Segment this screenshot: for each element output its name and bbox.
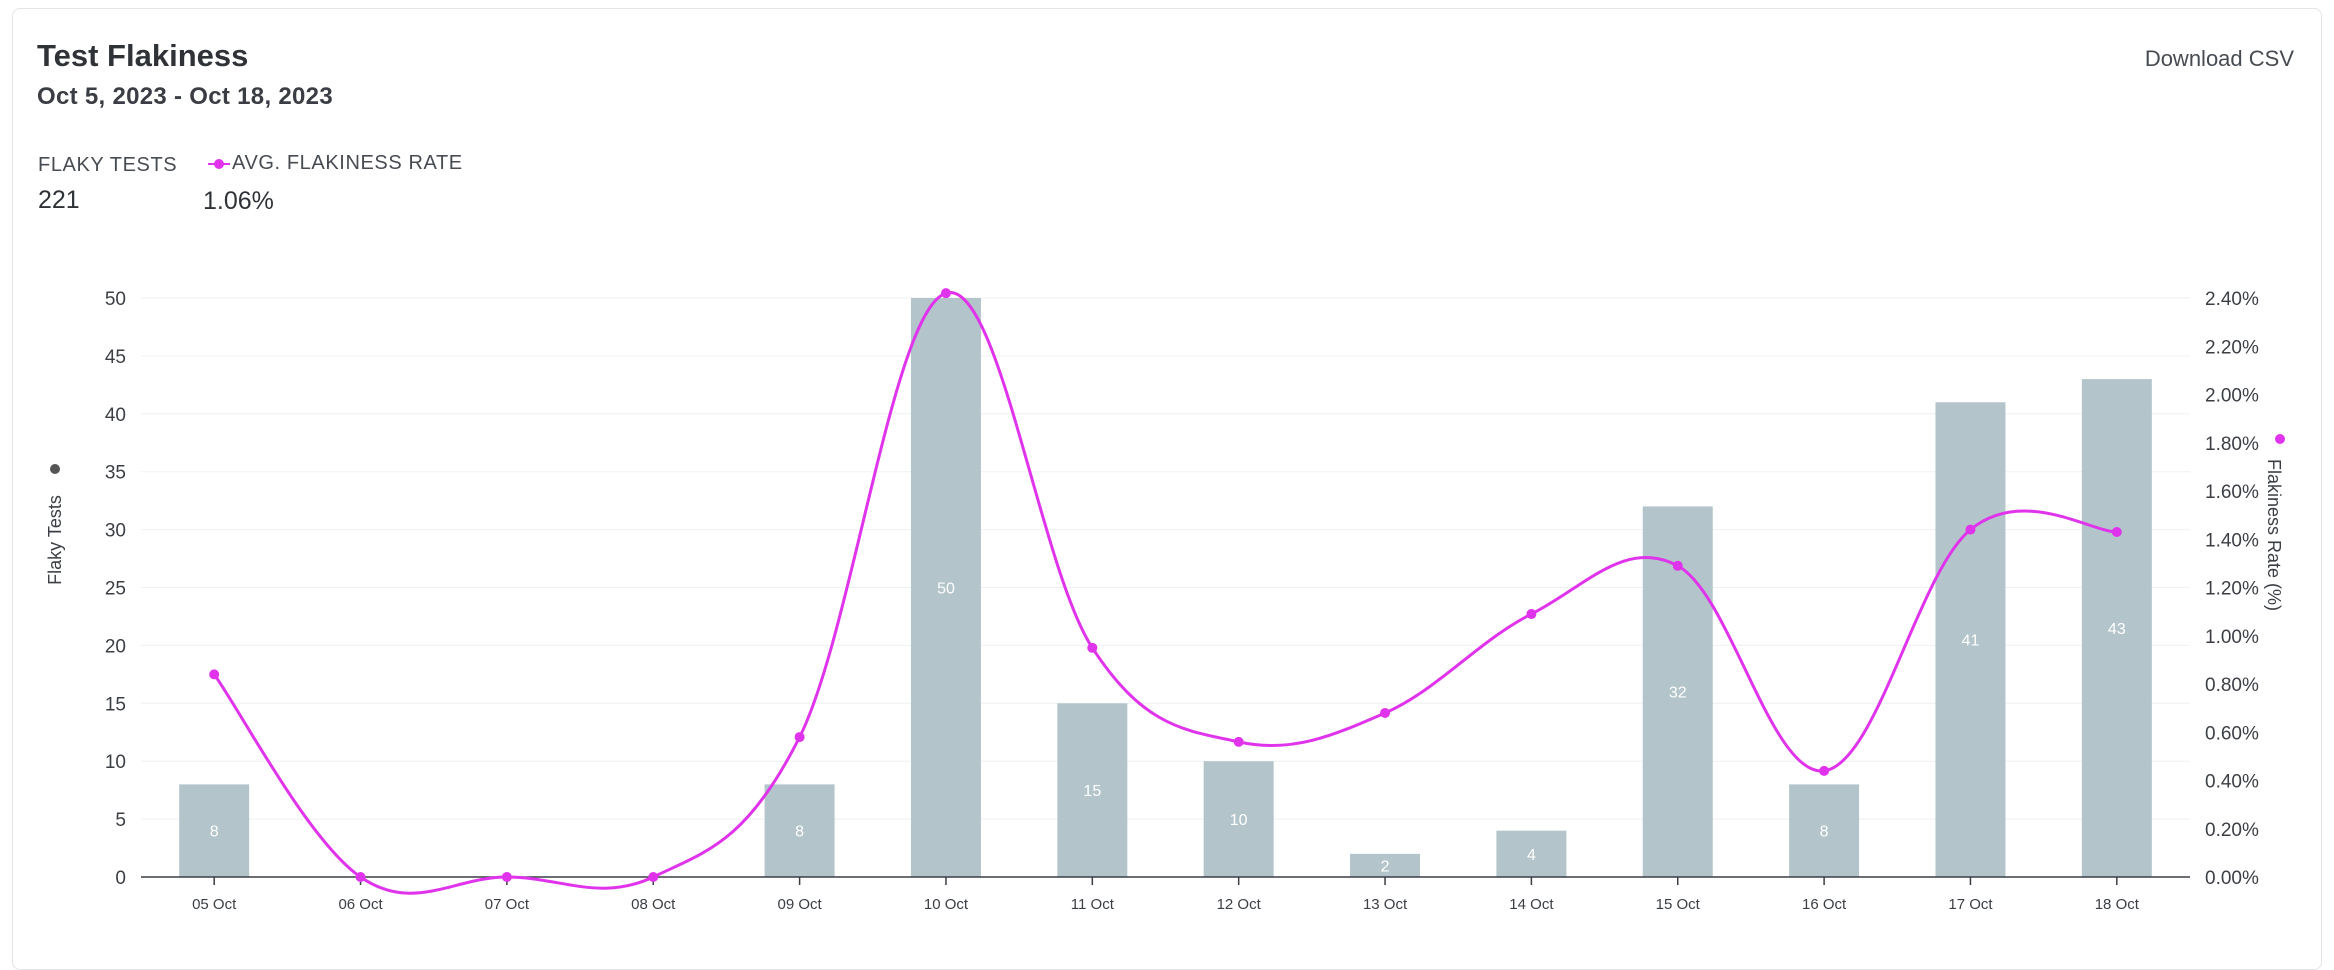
y-tick-label-right: 1.60% [2205,482,2259,503]
flaky-tests-value: 221 [38,186,80,214]
y-tick-label-right: 2.20% [2205,337,2259,358]
bar-data-label: 50 [937,581,955,598]
x-tick-label: 05 Oct [192,896,237,913]
y-tick-label-left: 20 [105,636,126,657]
y-tick-label-right: 0.40% [2205,772,2259,793]
bar-data-label: 41 [1962,633,1980,650]
y-tick-label-right: 0.60% [2205,723,2259,744]
y-tick-label-left: 35 [105,463,126,484]
left-axis-legend-dot [50,464,60,474]
y-axis-title-left: Flaky Tests [45,495,65,585]
bar-data-label: 10 [1230,812,1248,829]
y-tick-label-left: 40 [105,405,126,426]
x-tick-label: 14 Oct [1509,896,1554,913]
y-tick-label-left: 30 [105,521,126,542]
right-axis-legend-dot [2275,434,2285,444]
download-csv-link[interactable]: Download CSV [2144,46,2294,71]
bar-data-label: 32 [1669,685,1687,702]
flakiness-rate-point [1672,560,1683,571]
x-tick-label: 17 Oct [1948,896,1993,913]
y-tick-label-right: 1.20% [2205,579,2259,600]
bar [1789,784,1860,877]
x-tick-label: 09 Oct [778,896,823,913]
flakiness-rate-point [1380,707,1391,718]
chart-title: Test Flakiness [37,38,249,73]
y-tick-label-left: 50 [105,289,126,310]
bar-data-label: 4 [1527,847,1536,864]
bar-data-label: 43 [2108,621,2126,638]
x-tick-label: 16 Oct [1802,896,1847,913]
flakiness-rate-point [355,872,366,882]
y-tick-label-left: 15 [105,694,126,715]
flakiness-rate-point [1819,765,1830,776]
bar [764,784,835,877]
bar-data-label: 8 [1820,824,1829,841]
y-tick-label-right: 1.00% [2205,627,2259,648]
flaky-tests-label: FLAKY TESTS [38,154,178,176]
bar-data-label: 8 [210,824,219,841]
x-tick-label: 11 Oct [1071,896,1115,913]
y-tick-label-right: 1.40% [2205,530,2259,551]
bar [1203,761,1274,877]
flakiness-rate-point [940,288,951,299]
bar [1350,853,1421,877]
y-tick-label-left: 25 [105,579,126,600]
bar-data-label: 2 [1381,858,1390,875]
bar [910,298,981,877]
flakiness-rate-point [1965,524,1976,535]
flakiness-rate-point [1233,736,1244,747]
date-range: Oct 5, 2023 - Oct 18, 2023 [37,83,333,110]
flakiness-chart: 0 5 10 15 20 25 30 35 40 45 50 0.00% 0.20% 0.40% 0.60%… [45,288,2285,913]
flakiness-rate-label: AVG. FLAKINESS RATE [232,152,463,174]
flakiness-rate-point [501,872,512,882]
y-tick-label-left: 45 [105,347,126,368]
x-tick-label: 12 Oct [1217,896,1262,913]
flakiness-legend-icon [208,159,230,169]
bar-data-label: 8 [795,824,804,841]
flakiness-rate-point [1526,609,1537,620]
bar [1496,830,1567,877]
y-tick-label-right: 2.00% [2205,386,2259,407]
flakiness-rate-value: 1.06% [203,187,274,215]
x-tick-label: 15 Oct [1656,896,1701,913]
bar [1057,703,1128,877]
bar [1935,402,2006,877]
y-axis-title-right: Flakiness Rate (%) [2264,459,2284,611]
x-tick-label: 08 Oct [631,896,676,913]
x-tick-label: 10 Oct [924,896,969,913]
x-tick-label: 06 Oct [338,896,383,913]
x-tick-label: 18 Oct [2095,896,2140,913]
x-tick-label: 13 Oct [1363,896,1408,913]
y-tick-label-left: 5 [115,810,126,831]
flakiness-rate-point [1087,642,1098,653]
bar-data-label: 15 [1083,783,1101,800]
bar [2081,379,2152,877]
y-tick-label-left: 10 [105,752,126,773]
y-tick-label-right: 1.80% [2205,434,2259,455]
flakiness-rate-line [212,291,2117,895]
x-tick-label: 07 Oct [485,896,530,913]
flakiness-rate-point [648,872,659,882]
bar [179,784,250,877]
flakiness-rate-point [794,732,805,743]
y-tick-label-left: 0 [115,868,126,889]
y-tick-label-right: 0.00% [2205,868,2259,889]
flakiness-rate-point [2111,527,2122,538]
y-tick-label-right: 0.80% [2205,675,2259,696]
flakiness-rate-point [209,669,220,680]
y-tick-label-right: 2.40% [2205,289,2259,310]
y-tick-label-right: 0.20% [2205,820,2259,841]
